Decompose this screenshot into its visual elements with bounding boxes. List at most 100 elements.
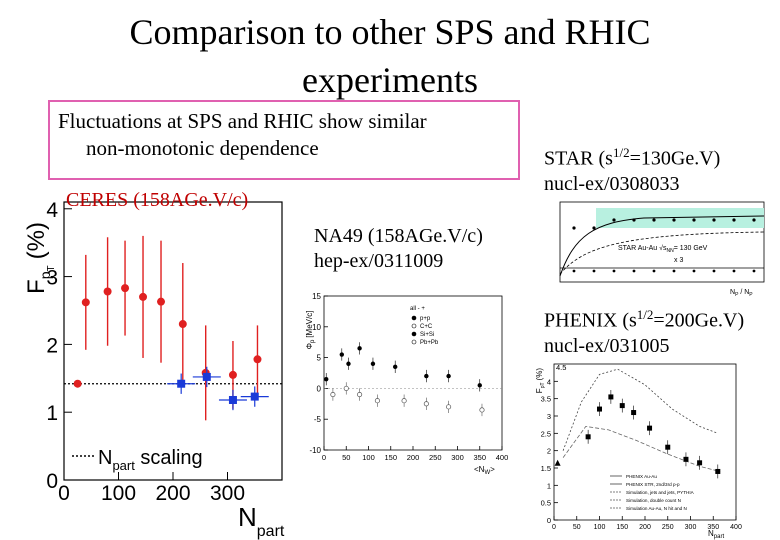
na49-xtick-label: 350 xyxy=(473,453,486,462)
na49-ylabel-main: Φ xyxy=(305,343,314,349)
star-point xyxy=(732,218,736,222)
na49-point-open xyxy=(446,404,452,410)
phenix-triangle-point xyxy=(554,459,561,466)
ceres-ylabel-sub: p xyxy=(37,271,53,279)
phenix-ytick-label: 0 xyxy=(547,516,551,525)
na49-ylabel-unit: [MeV/c] xyxy=(305,311,314,338)
ceres-red-point xyxy=(73,379,82,388)
phenix-legend-item: Simulation, double count N xyxy=(626,498,681,503)
phenix-xtick-label: 100 xyxy=(594,524,606,531)
ceres-xtick-label: 300 xyxy=(210,482,245,505)
phenix-point xyxy=(619,403,625,409)
star-label-b: =130Ge.V) xyxy=(629,147,721,170)
phenix-ytick-label: 1 xyxy=(547,481,551,490)
star-label-line-2: nucl-ex/0308033 xyxy=(544,172,680,195)
phenix-xtick-label: 250 xyxy=(662,524,674,531)
phenix-ytick-label: 2 xyxy=(547,447,551,456)
star-text-main: STAR Au-Au √s xyxy=(618,244,667,252)
na49-point xyxy=(357,346,362,351)
callout-line-1: Fluctuations at SPS and RHIC show simila… xyxy=(58,109,427,133)
star-xlabel: NP / NP xyxy=(730,289,753,298)
ceres-blue-point xyxy=(228,395,237,404)
na49-legend-item: Pb+Pb xyxy=(420,340,439,346)
phenix-point xyxy=(665,444,671,450)
phenix-ylabel-unit: (%) xyxy=(535,368,544,381)
ceres-xlabel-sub: part xyxy=(257,523,285,540)
phenix-ytick-label: 2.5 xyxy=(541,429,551,438)
na49-point-open xyxy=(423,401,429,407)
ceres-ylabel-subsub: T xyxy=(46,265,57,271)
star-curve-upper xyxy=(559,215,765,277)
phenix-xtick-label: 400 xyxy=(730,524,742,531)
na49-ytick-label: -5 xyxy=(314,415,322,424)
ceres-red-point xyxy=(253,355,262,364)
ceres-red-point xyxy=(228,370,237,379)
na49-ytick-label: -10 xyxy=(309,446,321,455)
na49-point xyxy=(477,383,482,388)
phenix-label-a: PHENIX (s xyxy=(544,309,637,332)
star-point-low xyxy=(632,269,636,273)
phenix-ylabel: FpT(%) xyxy=(535,368,546,394)
ceres-xlabel-main: N xyxy=(238,502,257,532)
star-band xyxy=(596,208,764,228)
na49-xlabel-end: > xyxy=(490,465,495,474)
ceres-red-point xyxy=(139,292,148,301)
phenix-curve-lower xyxy=(562,425,721,472)
na49-legend-marker xyxy=(411,315,417,321)
phenix-point xyxy=(683,456,689,462)
star-point-low xyxy=(652,269,656,273)
ceres-legend-text: Npart scaling xyxy=(98,447,203,473)
ceres-red-point xyxy=(81,298,90,307)
ceres-red-point xyxy=(103,287,112,296)
callout-line-2: non-monotonic dependence xyxy=(86,136,319,160)
na49-point xyxy=(346,361,351,366)
na49-point-open xyxy=(330,392,336,398)
star-point xyxy=(672,218,676,222)
star-point-low xyxy=(732,269,736,273)
phenix-point xyxy=(608,394,614,400)
phenix-top-tick: 4.5 xyxy=(556,363,566,372)
star-point-low xyxy=(752,269,756,273)
na49-ytick-label: 10 xyxy=(312,323,321,332)
ceres-label: CERES (158AGe.V/c) xyxy=(66,189,249,211)
phenix-point xyxy=(715,468,721,474)
ceres-ytick-label: 2 xyxy=(46,334,58,357)
na49-xtick-label: 100 xyxy=(362,453,375,462)
phenix-label-line-2: nucl-ex/031005 xyxy=(544,334,670,357)
na49-point-open xyxy=(401,398,407,404)
ceres-legend-rest: scaling xyxy=(135,447,203,469)
na49-legend-item: p+p xyxy=(420,316,431,322)
ceres-ytick-label: 1 xyxy=(46,402,58,425)
ceres-ylabel: FpT (%) xyxy=(23,222,57,294)
star-curve-lower xyxy=(559,231,765,275)
na49-label-line-2: hep-ex/0311009 xyxy=(314,250,444,272)
na49-xlabel: <NW> xyxy=(474,465,495,476)
callout-text: Fluctuations at SPS and RHIC show simila… xyxy=(58,108,518,162)
ceres-xtick-label: 200 xyxy=(155,482,190,505)
ceres-blue-point xyxy=(250,392,259,401)
phenix-label: PHENIX (s1/2=200Ge.V) nucl-ex/031005 xyxy=(544,302,744,359)
star-point xyxy=(572,226,576,230)
na49-xtick-label: 250 xyxy=(429,453,442,462)
phenix-ytick-label: 3.5 xyxy=(541,395,551,404)
phenix-point xyxy=(647,425,653,431)
phenix-label-b: =200Ge.V) xyxy=(653,309,745,332)
star-point-low xyxy=(572,269,576,273)
slide-title: Comparison to other SPS and RHIC experim… xyxy=(60,8,720,104)
ceres-blue-point xyxy=(177,379,186,388)
phenix-ylabel-main: F xyxy=(535,388,544,393)
ceres-red-point xyxy=(157,297,166,306)
ceres-xtick-label: 100 xyxy=(101,482,136,505)
phenix-ytick-label: 3 xyxy=(547,412,551,421)
phenix-legend-item: PHENIX Au-Au xyxy=(626,474,657,479)
phenix-xtick-label: 300 xyxy=(685,524,697,531)
na49-point xyxy=(446,373,451,379)
star-xlabel-main: N xyxy=(730,289,735,296)
ceres-ytick-label: 0 xyxy=(46,470,58,493)
ceres-red-point xyxy=(178,320,187,329)
star-point-low xyxy=(612,269,616,273)
ceres-legend-main: N xyxy=(98,447,112,469)
na49-xlabel-sub: W xyxy=(484,470,490,476)
